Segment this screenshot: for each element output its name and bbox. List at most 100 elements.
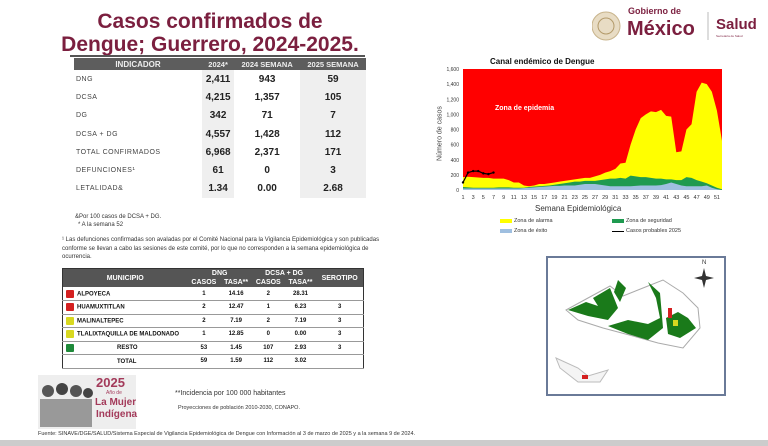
indicator-value: 342 bbox=[202, 106, 235, 125]
casos-2025-point bbox=[461, 181, 465, 184]
dng-casos-cell: 59 bbox=[187, 354, 221, 369]
casos-2025-point bbox=[477, 169, 480, 173]
indicator-value: 59 bbox=[300, 70, 366, 89]
risk-color-swatch bbox=[66, 316, 74, 325]
municipios-table: MUNICIPIO DNG DCSA + DG SEROTIPO CASOS T… bbox=[62, 268, 364, 369]
x-tick-label: 19 bbox=[551, 195, 557, 201]
dng-casos-cell: 1 bbox=[187, 327, 221, 342]
header-dng: DNG bbox=[187, 268, 252, 278]
municipio-cell: MALINALTEPEC bbox=[62, 314, 188, 328]
x-tick-label: 13 bbox=[521, 195, 527, 201]
legend-label: Casos probables 2025 bbox=[626, 228, 682, 234]
casos-2025-point bbox=[487, 172, 490, 176]
chart-title: Canal endémico de Dengue bbox=[490, 57, 595, 66]
dcsa-casos-cell: 0 bbox=[251, 327, 285, 342]
x-tick-label: 39 bbox=[653, 195, 659, 201]
legend-label: Zona de alarma bbox=[514, 218, 553, 224]
table-row: LETALIDAD& 1.34 0.00 2.68 bbox=[74, 179, 366, 199]
indicator-value: 112 bbox=[300, 124, 366, 144]
y-tick-label: 1,400 bbox=[446, 82, 459, 88]
serotipo-cell: 3 bbox=[316, 341, 364, 355]
x-tick-label: 47 bbox=[694, 195, 700, 201]
dng-tasa-cell: 14.16 bbox=[220, 287, 252, 301]
x-tick-label: 29 bbox=[602, 195, 608, 201]
indicator-label: DNG bbox=[76, 75, 94, 83]
dng-tasa-cell: 12.85 bbox=[220, 327, 252, 342]
indicator-value: 1,428 bbox=[254, 128, 280, 140]
indicator-value: 4,215 bbox=[202, 88, 235, 107]
dng-tasa-cell: 1.59 bbox=[220, 354, 252, 369]
y-tick-label: 400 bbox=[451, 158, 460, 164]
risk-color-swatch bbox=[66, 289, 74, 298]
serotipo-cell: 3 bbox=[316, 300, 364, 315]
table-notes: &Por 100 casos de DCSA + DG. * A la sema… bbox=[75, 213, 161, 229]
legend-label: Zona de seguridad bbox=[626, 218, 672, 224]
x-tick-label: 15 bbox=[531, 195, 537, 201]
indicator-label: DEFUNCIONES¹ bbox=[76, 167, 136, 175]
legend-swatch bbox=[612, 230, 624, 232]
indicator-label: DG bbox=[76, 112, 88, 120]
x-tick-label: 43 bbox=[673, 195, 679, 201]
north-label: N bbox=[702, 260, 707, 266]
risk-color-swatch bbox=[66, 357, 74, 365]
municipio-cell: TOTAL bbox=[62, 354, 188, 369]
indicator-label: DCSA bbox=[76, 93, 98, 101]
dcsa-casos-cell: 112 bbox=[251, 354, 285, 369]
risk-color-swatch bbox=[66, 330, 74, 339]
dcsa-casos-cell: 1 bbox=[251, 300, 285, 315]
risk-color-swatch bbox=[66, 303, 74, 312]
x-tick-label: 7 bbox=[492, 195, 495, 201]
logo-line3: Indígena bbox=[96, 409, 138, 420]
casos-2025-point bbox=[466, 171, 470, 174]
legend-swatch bbox=[500, 219, 512, 223]
x-tick-label: 3 bbox=[472, 195, 475, 201]
dcsa-tasa-cell: 7.19 bbox=[284, 314, 317, 328]
municipio-name: TLALIXTAQUILLA DE MALDONADO bbox=[77, 331, 179, 338]
logo-mexico-text: México bbox=[627, 18, 695, 40]
indicator-value: 7 bbox=[300, 106, 366, 125]
indicator-label: LETALIDAD& bbox=[76, 185, 124, 193]
note-letalidad: &Por 100 casos de DCSA + DG. bbox=[75, 214, 162, 220]
municipio-cell: HUAMUXTITLAN bbox=[62, 300, 188, 315]
dcsa-tasa-cell: 0.00 bbox=[284, 327, 317, 342]
dng-casos-cell: 2 bbox=[187, 300, 221, 315]
logo-line1: Año de bbox=[106, 390, 122, 396]
endemic-channel-chart: Zona de epidemia 0 200 400 600 800 1,000 1,200 1… bbox=[446, 67, 722, 201]
title-divider bbox=[70, 55, 365, 57]
header-2024: 2024* bbox=[202, 58, 235, 70]
dcsa-casos-cell: 2 bbox=[251, 287, 285, 301]
dcsa-tasa-cell: 3.02 bbox=[284, 354, 317, 369]
indicator-value: 6,968 bbox=[202, 143, 235, 162]
chart-x-label: Semana Epidemiológica bbox=[535, 204, 622, 213]
logo-gobierno-text: Gobierno de bbox=[628, 6, 682, 16]
indicator-value: 943 bbox=[258, 73, 276, 85]
indicator-value: 4,557 bbox=[202, 124, 235, 144]
table-row: MALINALTEPEC 2 7.19 2 7.19 3 bbox=[62, 314, 364, 328]
indicator-label: TOTAL CONFIRMADOS bbox=[76, 148, 161, 156]
incidencia-note: **Incidencia por 100 000 habitantes bbox=[175, 390, 286, 397]
x-tick-label: 17 bbox=[541, 195, 547, 201]
header-indicador: INDICADOR bbox=[74, 58, 202, 70]
y-tick-label: 1,600 bbox=[446, 67, 459, 73]
x-tick-label: 35 bbox=[633, 195, 639, 201]
area-zona-de-éxito bbox=[463, 182, 722, 190]
x-tick-label: 51 bbox=[714, 195, 720, 201]
logo-salud-text: Salud bbox=[716, 16, 757, 33]
y-tick-label: 800 bbox=[451, 128, 460, 134]
header-2024-semana: 2024 SEMANA bbox=[234, 58, 301, 70]
table-row: RESTO 53 1.45 107 2.93 3 bbox=[62, 341, 364, 355]
header-dcsa-dg: DCSA + DG bbox=[251, 268, 317, 278]
header-municipio: MUNICIPIO bbox=[62, 268, 188, 287]
header-dng-tasa: TASA** bbox=[220, 278, 252, 287]
x-tick-label: 11 bbox=[511, 195, 517, 201]
municipio-name: RESTO bbox=[117, 345, 138, 352]
dcsa-casos-cell: 107 bbox=[251, 341, 285, 355]
dng-tasa-cell: 12.47 bbox=[220, 300, 252, 315]
compass-rose-icon bbox=[694, 268, 714, 288]
y-tick-label: 600 bbox=[451, 143, 460, 149]
indicator-value: 2,371 bbox=[254, 146, 280, 158]
header-serotipo: SEROTIPO bbox=[316, 268, 364, 287]
y-tick-label: 0 bbox=[456, 188, 459, 194]
x-tick-label: 27 bbox=[592, 195, 598, 201]
y-tick-label: 1,200 bbox=[446, 97, 459, 103]
